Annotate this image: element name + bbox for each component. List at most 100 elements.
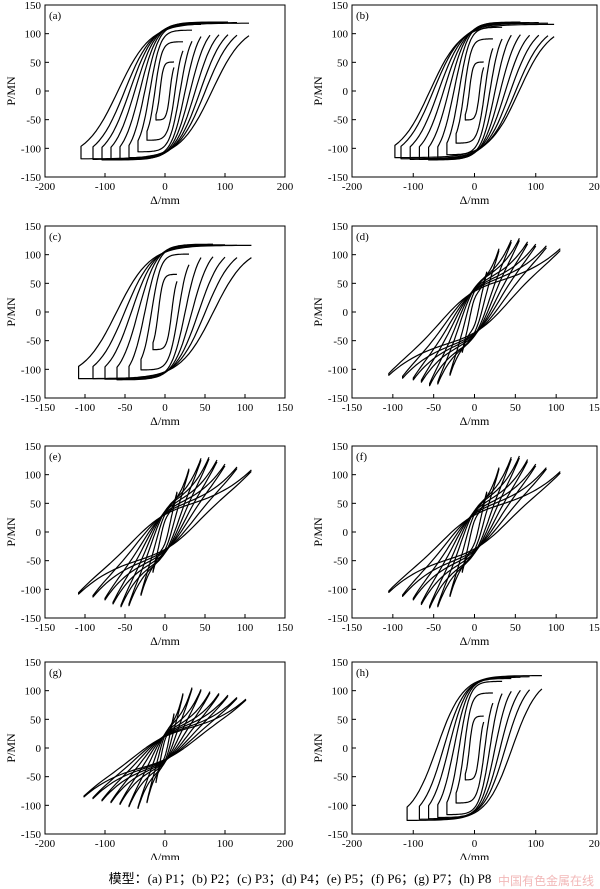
y-axis-label: P/MN <box>4 517 18 547</box>
x-axis-label: Δ/mm <box>460 414 490 428</box>
x-tick-label: 200 <box>277 181 294 193</box>
y-tick-label: 100 <box>25 686 42 698</box>
y-tick-label: -50 <box>26 336 41 348</box>
hysteresis-loop-4 <box>429 455 520 609</box>
chart-panel-1: -200 -100 0 100 200 -150 -100 -50 0 50 100 150 Δ/mm P… <box>4 0 294 207</box>
panel-label: (f) <box>356 451 367 463</box>
x-tick-label: 100 <box>548 622 565 634</box>
y-tick-label: 0 <box>343 743 349 755</box>
x-tick-label: 100 <box>237 402 254 414</box>
x-tick-label: 0 <box>162 181 168 193</box>
hysteresis-loop-7 <box>101 21 229 161</box>
y-tick-label: 0 <box>36 86 42 98</box>
x-tick-label: -150 <box>342 402 363 414</box>
x-axis-label: Δ/mm <box>460 850 490 860</box>
hysteresis-loop-5 <box>420 241 529 383</box>
hysteresis-loop-6 <box>412 463 537 601</box>
x-tick-label: -200 <box>342 838 363 850</box>
hysteresis-loop-4 <box>120 456 210 608</box>
chart-panel-3: -150 -100 -50 0 50 100 150 -150 -100 -50 0 50 100 150… <box>4 221 294 428</box>
chart-panel-5: -150 -100 -50 0 50 100 150 -150 -100 -50 0 50 100 150… <box>4 441 294 648</box>
y-tick-label: -50 <box>333 772 348 784</box>
y-tick-label: 0 <box>343 307 349 319</box>
hysteresis-loop-7 <box>406 675 543 821</box>
x-tick-label: -150 <box>342 622 363 634</box>
y-axis-label: P/MN <box>311 297 325 327</box>
hysteresis-loop-4 <box>128 689 202 808</box>
y-tick-label: -150 <box>328 829 349 841</box>
hysteresis-figure: -200 -100 0 100 200 -150 -100 -50 0 50 100 150 Δ/mm P… <box>4 0 600 860</box>
hysteresis-loop-7 <box>402 245 547 379</box>
hysteresis-loop-1 <box>155 61 175 121</box>
plot-frame <box>44 661 286 835</box>
x-tick-label: -100 <box>383 622 404 634</box>
y-tick-label: -100 <box>21 143 42 155</box>
hysteresis-loop-5 <box>119 22 211 160</box>
figure-caption: 模型：(a) P1；(b) P2；(c) P3；(d) P4；(e) P5；(f… <box>108 871 492 886</box>
x-tick-label: -50 <box>118 402 133 414</box>
hysteresis-loop-7 <box>92 466 238 598</box>
y-tick-label: -150 <box>21 172 42 184</box>
y-tick-label: -150 <box>21 829 42 841</box>
y-tick-label: -50 <box>26 115 41 127</box>
hysteresis-loop-1 <box>152 491 178 573</box>
y-tick-label: 0 <box>343 527 349 539</box>
hysteresis-loop-2 <box>455 692 494 804</box>
hysteresis-loop-9 <box>80 22 250 160</box>
y-tick-label: 50 <box>30 714 42 726</box>
hysteresis-loop-2 <box>455 38 494 144</box>
x-axis-label: Δ/mm <box>460 634 490 648</box>
hysteresis-loop-3 <box>437 239 512 385</box>
y-axis-label: P/MN <box>311 76 325 106</box>
watermark: 中国有色金属在线 <box>497 874 594 888</box>
x-tick-label: 50 <box>200 622 212 634</box>
y-tick-label: 50 <box>30 278 42 290</box>
y-tick-label: 100 <box>332 250 349 262</box>
hysteresis-loop-8 <box>92 696 238 800</box>
hysteresis-loop-7 <box>78 244 252 380</box>
y-tick-label: -50 <box>26 556 41 568</box>
y-tick-label: 100 <box>25 250 42 262</box>
hysteresis-loop-8 <box>92 22 238 160</box>
x-tick-label: 100 <box>548 402 565 414</box>
hysteresis-loop-3 <box>137 687 193 809</box>
y-tick-label: 150 <box>332 221 349 233</box>
y-axis-label: P/MN <box>311 517 325 547</box>
hysteresis-loop-5 <box>112 459 218 605</box>
x-tick-label: -100 <box>95 838 116 850</box>
x-tick-label: 0 <box>162 838 168 850</box>
y-tick-label: -50 <box>333 556 348 568</box>
x-tick-label: -100 <box>403 181 424 193</box>
hysteresis-loop-2 <box>140 468 190 596</box>
chart-panel-4: -150 -100 -50 0 50 100 150 -150 -100 -50 0 50 100 150… <box>311 221 600 428</box>
hysteresis-loop-5 <box>119 691 211 805</box>
y-tick-label: -100 <box>21 800 42 812</box>
y-tick-label: 50 <box>30 498 42 510</box>
y-tick-label: 0 <box>36 527 42 539</box>
hysteresis-loop-6 <box>104 463 226 601</box>
y-axis-label: P/MN <box>4 297 18 327</box>
x-tick-label: 100 <box>217 838 234 850</box>
hysteresis-loop-4 <box>429 238 520 387</box>
hysteresis-loop-8 <box>388 248 561 376</box>
hysteresis-loop-6 <box>418 676 531 820</box>
hysteresis-loop-5 <box>420 459 529 606</box>
x-tick-label: 200 <box>589 181 600 193</box>
y-tick-label: 100 <box>332 470 349 482</box>
x-tick-label: -200 <box>35 838 56 850</box>
hysteresis-loop-1 <box>464 715 485 781</box>
y-tick-label: 150 <box>25 221 42 233</box>
x-tick-label: 0 <box>472 402 478 414</box>
x-axis-label: Δ/mm <box>150 850 180 860</box>
y-axis-label: P/MN <box>4 76 18 106</box>
panel-label: (e) <box>49 451 62 463</box>
x-tick-label: 100 <box>528 181 545 193</box>
panel-label: (d) <box>356 231 369 243</box>
panel-label: (b) <box>356 10 369 22</box>
y-tick-label: -100 <box>328 584 349 596</box>
x-axis-label: Δ/mm <box>460 193 490 207</box>
y-tick-label: 50 <box>30 57 42 69</box>
hysteresis-loop-8 <box>388 471 561 593</box>
x-tick-label: 100 <box>528 838 545 850</box>
y-tick-label: -50 <box>333 115 348 127</box>
